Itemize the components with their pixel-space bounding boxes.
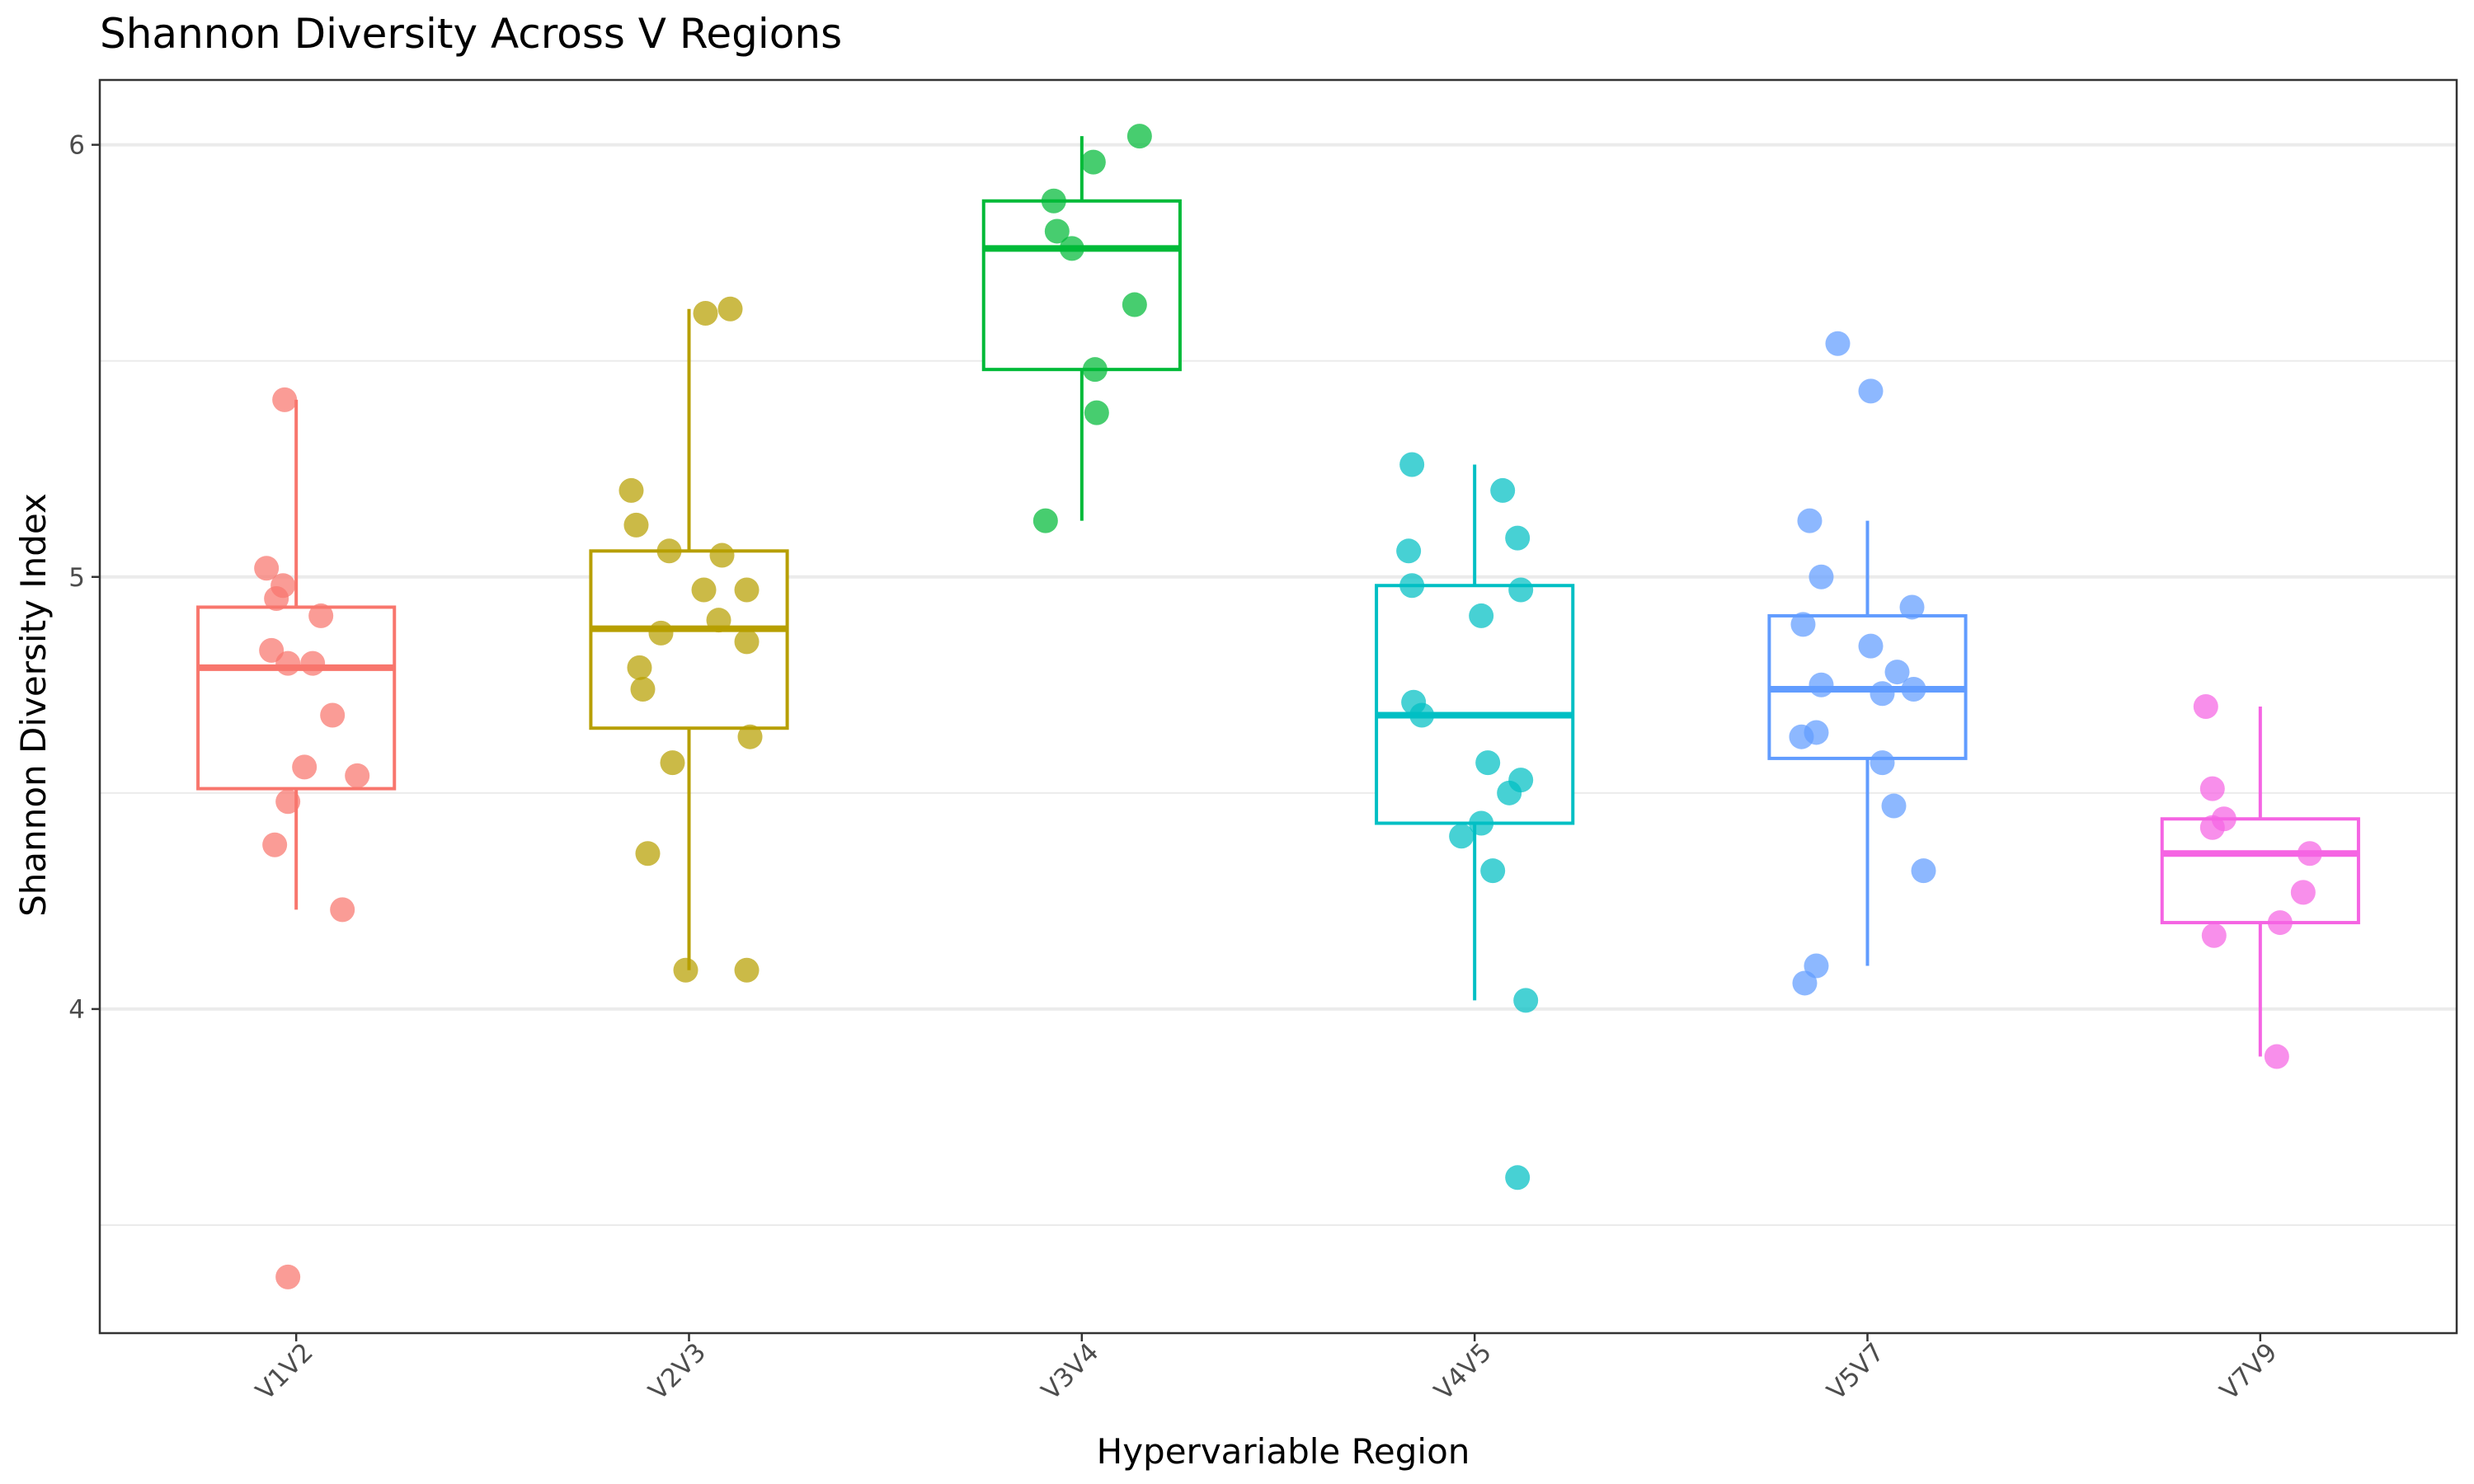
x-axis-label: Hypervariable Region <box>1097 1431 1470 1472</box>
data-point <box>308 603 334 628</box>
data-point <box>2290 880 2316 905</box>
data-point <box>656 538 682 564</box>
data-point <box>1082 357 1108 383</box>
data-point <box>1825 331 1851 356</box>
data-point <box>734 957 760 983</box>
data-point <box>709 542 735 568</box>
data-point <box>1870 750 1895 776</box>
data-point <box>275 1264 301 1289</box>
data-point <box>630 677 656 702</box>
panel-border <box>98 78 2458 1335</box>
data-point <box>1469 603 1494 628</box>
data-point <box>2199 815 2225 840</box>
data-point <box>1449 824 1475 849</box>
data-point <box>1858 378 1884 404</box>
data-point <box>1396 538 1422 564</box>
data-point <box>660 750 685 776</box>
data-point <box>737 724 763 749</box>
data-point <box>635 841 661 866</box>
data-point <box>734 577 760 603</box>
data-point <box>1881 793 1907 819</box>
data-point <box>1808 564 1834 589</box>
gridlines <box>100 143 2457 1226</box>
data-point <box>1409 702 1435 728</box>
data-point <box>618 477 644 503</box>
data-point <box>264 585 289 611</box>
data-point <box>262 832 288 857</box>
data-point <box>693 301 718 326</box>
data-point <box>1490 477 1516 503</box>
box-iqr <box>2160 817 2360 925</box>
data-point <box>2267 910 2293 936</box>
y-tick-label: 6 <box>68 131 85 161</box>
data-point <box>627 655 652 680</box>
data-point <box>254 556 280 581</box>
data-point <box>1808 672 1834 697</box>
data-point <box>1901 677 1926 702</box>
data-point <box>1789 724 1814 749</box>
x-tick-label: V5V7 <box>1822 1337 1890 1406</box>
data-point <box>2193 694 2218 719</box>
data-point <box>1122 292 1147 317</box>
x-tick-label: V4V5 <box>1428 1337 1497 1406</box>
data-point <box>1059 236 1084 261</box>
data-point <box>275 789 301 815</box>
data-point <box>300 650 326 676</box>
data-point <box>1884 660 1910 685</box>
jitter-points <box>254 124 2322 1289</box>
plot-background <box>100 80 2457 1333</box>
chart-title: Shannon Diversity Across V Regions <box>100 10 842 58</box>
y-tick-label: 4 <box>68 995 85 1025</box>
data-point <box>648 620 674 646</box>
y-tick-label: 5 <box>68 563 85 593</box>
data-point <box>2199 776 2225 801</box>
data-point <box>673 957 698 983</box>
data-point <box>275 650 301 676</box>
data-point <box>1126 124 1152 149</box>
plot-area <box>100 80 2457 1333</box>
data-point <box>1084 400 1109 425</box>
data-point <box>691 577 717 603</box>
data-point <box>1899 594 1925 620</box>
data-point <box>1513 988 1539 1013</box>
data-point <box>1399 452 1425 477</box>
data-point <box>292 754 317 780</box>
data-point <box>1870 681 1895 707</box>
y-axis-label: Shannon Diversity Index <box>13 493 54 917</box>
data-point <box>2201 923 2227 948</box>
data-point <box>345 763 370 788</box>
data-point <box>330 897 355 923</box>
data-point <box>1797 508 1823 533</box>
data-point <box>1505 525 1531 551</box>
data-point <box>1790 612 1816 637</box>
data-point <box>1480 858 1506 884</box>
data-point <box>1469 810 1494 836</box>
data-point <box>1080 149 1106 175</box>
data-point <box>1475 750 1501 776</box>
data-point <box>623 512 649 538</box>
data-point <box>717 296 743 322</box>
data-point <box>1508 577 1534 603</box>
data-point <box>2264 1044 2289 1069</box>
data-point <box>1032 508 1058 533</box>
data-point <box>2297 841 2322 866</box>
x-tick-label: V1V2 <box>250 1337 318 1406</box>
x-tick-label: V3V4 <box>1036 1337 1104 1406</box>
data-point <box>1044 218 1070 244</box>
x-tick-label: V7V9 <box>2214 1337 2283 1406</box>
data-point <box>1911 858 1936 884</box>
data-point <box>1399 573 1425 599</box>
data-point <box>706 608 731 633</box>
box-iqr <box>981 199 1182 372</box>
data-point <box>1792 970 1818 996</box>
data-point <box>1505 1165 1531 1190</box>
data-point <box>1858 633 1884 659</box>
data-point <box>272 387 298 412</box>
x-tick-label: V2V3 <box>643 1337 712 1406</box>
data-point <box>1041 188 1066 214</box>
data-point <box>734 629 760 655</box>
data-point <box>1497 780 1522 805</box>
data-point <box>320 702 346 728</box>
